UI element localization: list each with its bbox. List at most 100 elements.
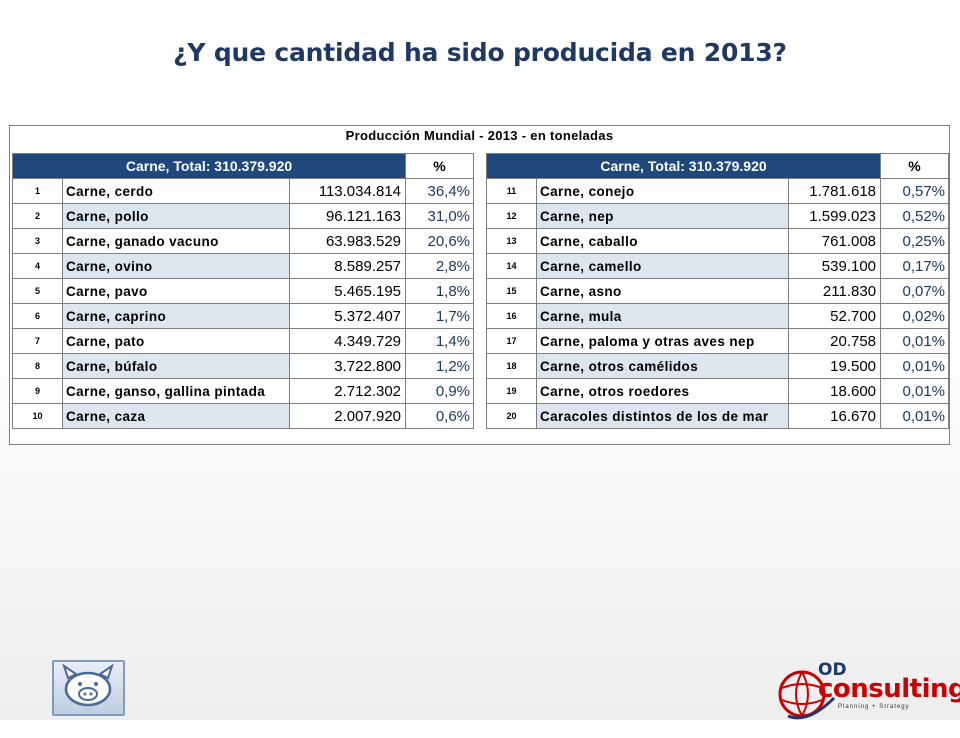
row-percent: 0,01% xyxy=(880,353,950,379)
row-percent: 0,57% xyxy=(880,178,950,204)
row-name: Carne, pato xyxy=(62,328,290,354)
row-name: Carne, asno xyxy=(536,278,789,304)
row-number: 5 xyxy=(12,278,63,304)
row-name: Carne, caprino xyxy=(62,303,290,329)
row-percent: 36,4% xyxy=(405,178,475,204)
row-number: 14 xyxy=(486,253,537,279)
row-value: 3.722.800 xyxy=(288,353,407,379)
row-percent: 0,25% xyxy=(880,228,950,254)
row-number: 19 xyxy=(486,378,537,404)
table-row: 14 Carne, camello 539.100 0,17% xyxy=(486,253,950,279)
row-name: Carne, mula xyxy=(536,303,789,329)
row-value: 4.349.729 xyxy=(288,328,407,354)
row-name: Carne, otros camélidos xyxy=(536,353,789,379)
row-number: 16 xyxy=(486,303,537,329)
right-pct-header: % xyxy=(880,153,950,179)
table-row: 13 Carne, caballo 761.008 0,25% xyxy=(486,228,950,254)
table-row: 10 Carne, caza 2.007.920 0,6% xyxy=(12,403,475,429)
row-value: 113.034.814 xyxy=(288,178,407,204)
row-percent: 0,07% xyxy=(880,278,950,304)
row-value: 19.500 xyxy=(787,353,882,379)
table-row: 16 Carne, mula 52.700 0,02% xyxy=(486,303,950,329)
row-name: Carne, ganado vacuno xyxy=(62,228,290,254)
pig-icon xyxy=(62,663,114,707)
row-value: 8.589.257 xyxy=(288,253,407,279)
row-number: 4 xyxy=(12,253,63,279)
production-table-frame: Producción Mundial - 2013 - en toneladas… xyxy=(9,125,950,445)
globe-icon xyxy=(778,670,836,720)
row-name: Carne, camello xyxy=(536,253,789,279)
table-row: 5 Carne, pavo 5.465.195 1,8% xyxy=(12,278,475,304)
table-row: 12 Carne, nep 1.599.023 0,52% xyxy=(486,203,950,229)
table-row: 17 Carne, paloma y otras aves nep 20.758 0,… xyxy=(486,328,950,354)
row-number: 1 xyxy=(12,178,63,204)
row-value: 539.100 xyxy=(787,253,882,279)
row-percent: 1,4% xyxy=(405,328,475,354)
row-number: 12 xyxy=(486,203,537,229)
table-row: 19 Carne, otros roedores 18.600 0,01% xyxy=(486,378,950,404)
row-name: Carne, ganso, gallina pintada xyxy=(62,378,290,404)
table-caption: Producción Mundial - 2013 - en toneladas xyxy=(345,128,614,143)
row-value: 5.465.195 xyxy=(288,278,407,304)
row-number: 18 xyxy=(486,353,537,379)
row-name: Caracoles distintos de los de mar xyxy=(536,403,789,429)
row-name: Carne, conejo xyxy=(536,178,789,204)
row-name: Carne, caballo xyxy=(536,228,789,254)
table-row: 15 Carne, asno 211.830 0,07% xyxy=(486,278,950,304)
row-number: 9 xyxy=(12,378,63,404)
row-value: 16.670 xyxy=(787,403,882,429)
brand-od-text: OD xyxy=(818,660,847,680)
row-value: 20.758 xyxy=(787,328,882,354)
table-row: 7 Carne, pato 4.349.729 1,4% xyxy=(12,328,475,354)
table-row: 8 Carne, búfalo 3.722.800 1,2% xyxy=(12,353,475,379)
row-name: Carne, caza xyxy=(62,403,290,429)
row-percent: 31,0% xyxy=(405,203,475,229)
row-number: 6 xyxy=(12,303,63,329)
right-table: Carne, Total: 310.379.920 % 11 Carne, con… xyxy=(485,153,950,429)
row-percent: 0,6% xyxy=(405,403,475,429)
row-percent: 0,01% xyxy=(880,378,950,404)
row-number: 15 xyxy=(486,278,537,304)
row-percent: 1,8% xyxy=(405,278,475,304)
table-row: 4 Carne, ovino 8.589.257 2,8% xyxy=(12,253,475,279)
row-value: 211.830 xyxy=(787,278,882,304)
row-number: 10 xyxy=(12,403,63,429)
pig-logo xyxy=(52,660,125,716)
table-row: 9 Carne, ganso, gallina pintada 2.712.302 0… xyxy=(12,378,475,404)
right-table-header: Carne, Total: 310.379.920 xyxy=(485,153,882,179)
row-name: Carne, otros roedores xyxy=(536,378,789,404)
row-percent: 0,9% xyxy=(405,378,475,404)
left-table-header: Carne, Total: 310.379.920 xyxy=(11,153,407,179)
row-value: 5.372.407 xyxy=(288,303,407,329)
row-name: Carne, búfalo xyxy=(62,353,290,379)
row-percent: 1,2% xyxy=(405,353,475,379)
row-percent: 0,02% xyxy=(880,303,950,329)
left-table: Carne, Total: 310.379.920 % 1 Carne, cerd… xyxy=(11,153,475,429)
row-percent: 0,17% xyxy=(880,253,950,279)
row-value: 96.121.163 xyxy=(288,203,407,229)
row-value: 1.599.023 xyxy=(787,203,882,229)
brand-consulting-text: consulting xyxy=(818,674,960,704)
left-pct-header: % xyxy=(405,153,475,179)
row-number: 7 xyxy=(12,328,63,354)
row-value: 18.600 xyxy=(787,378,882,404)
brand-tagline: Planning + Strategy xyxy=(838,704,910,710)
row-name: Carne, ovino xyxy=(62,253,290,279)
table-row: 3 Carne, ganado vacuno 63.983.529 20,6% xyxy=(12,228,475,254)
row-value: 761.008 xyxy=(787,228,882,254)
row-name: Carne, cerdo xyxy=(62,178,290,204)
row-number: 20 xyxy=(486,403,537,429)
slide-title: ¿Y que cantidad ha sido producida en 201… xyxy=(173,38,787,67)
row-number: 2 xyxy=(12,203,63,229)
od-consulting-logo: OD consulting Planning + Strategy xyxy=(760,630,960,720)
table-row: 2 Carne, pollo 96.121.163 31,0% xyxy=(12,203,475,229)
row-percent: 2,8% xyxy=(405,253,475,279)
row-number: 17 xyxy=(486,328,537,354)
row-value: 2.007.920 xyxy=(288,403,407,429)
row-percent: 0,01% xyxy=(880,328,950,354)
row-value: 52.700 xyxy=(787,303,882,329)
table-row: 18 Carne, otros camélidos 19.500 0,01% xyxy=(486,353,950,379)
row-name: Carne, paloma y otras aves nep xyxy=(536,328,789,354)
row-number: 11 xyxy=(486,178,537,204)
row-percent: 0,52% xyxy=(880,203,950,229)
